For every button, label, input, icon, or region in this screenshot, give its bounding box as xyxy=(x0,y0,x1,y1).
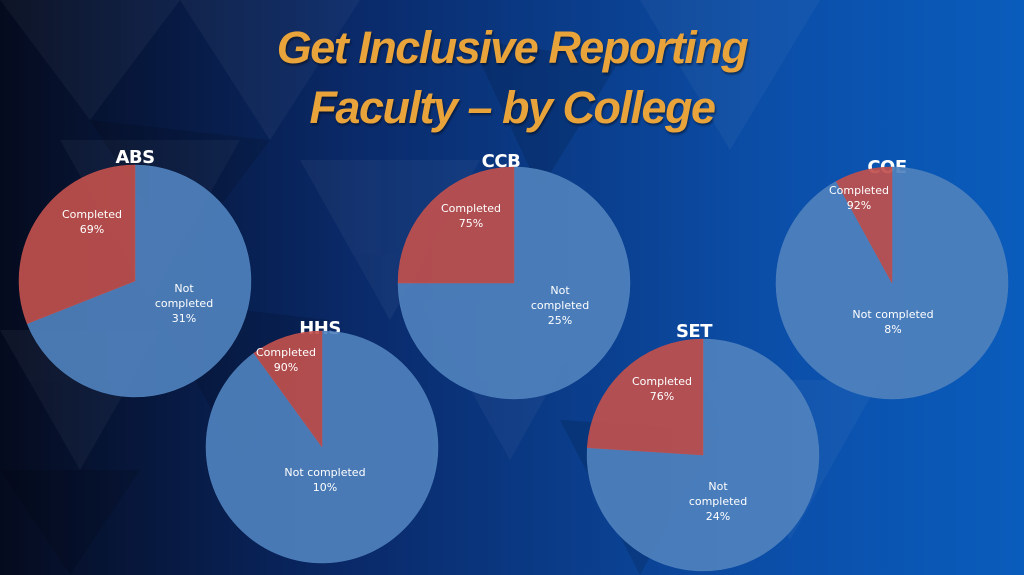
pie-slice-ccb-not-completed xyxy=(397,166,515,284)
pie-label-set-completed: Completed 76% xyxy=(632,375,692,403)
pie-title-ccb: CCB xyxy=(481,151,521,172)
pie-label-abs-not-completed: Not completed 31% xyxy=(155,282,213,325)
slide-title-line-2: Faculty – by College xyxy=(309,82,716,133)
pie-label-ccb-not-completed: Not completed 25% xyxy=(531,284,589,327)
pie-slice-abs-completed xyxy=(26,164,252,398)
pie-label-hhs-completed: Completed 90% xyxy=(256,346,316,374)
pie-label-hhs-not-completed: Not completed 10% xyxy=(284,466,365,494)
pie-label-set-not-completed: Not completed 24% xyxy=(689,480,747,523)
pie-label-ccb-completed: Completed 75% xyxy=(441,202,501,230)
pie-slice-ccb-completed xyxy=(397,166,631,400)
pie-slice-set-completed xyxy=(586,338,820,572)
pie-title-abs: ABS xyxy=(115,147,155,168)
slide-title-line-1: Get Inclusive Reporting xyxy=(276,22,749,73)
pie-label-coe-not-completed: Not completed 8% xyxy=(852,308,933,336)
pie-title-set: SET xyxy=(675,321,713,342)
pie-label-coe-completed: Completed 92% xyxy=(829,184,889,212)
pie-slice-hhs-not-completed xyxy=(253,330,323,448)
pie-slice-coe-not-completed xyxy=(835,166,893,284)
pie-label-abs-completed: Completed 69% xyxy=(62,208,122,236)
pie-slice-set-not-completed xyxy=(586,338,704,456)
pie-slice-abs-not-completed xyxy=(18,164,136,325)
